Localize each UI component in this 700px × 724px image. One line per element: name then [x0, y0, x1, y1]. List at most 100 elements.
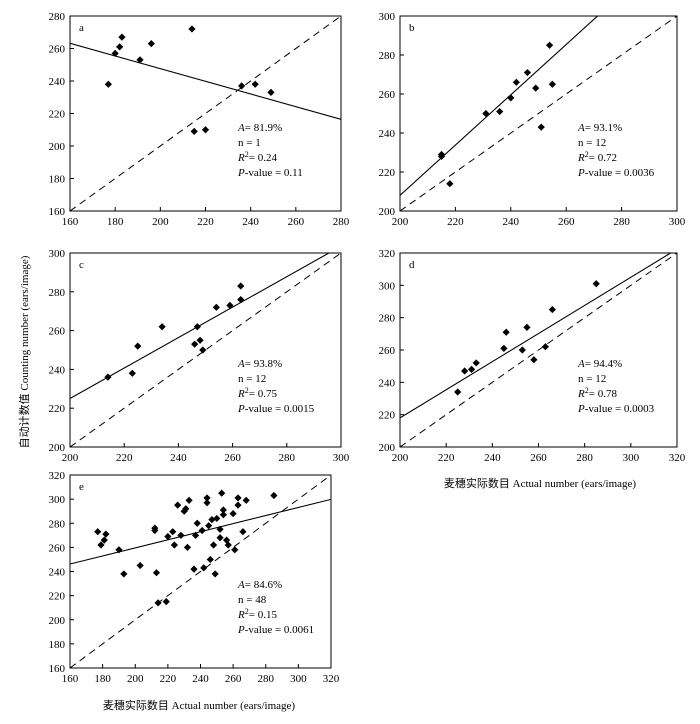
data-point: [162, 598, 170, 606]
stat-pvalue: P-value = 0.11: [237, 167, 303, 179]
data-point: [206, 555, 214, 564]
plot-frame: [399, 15, 678, 212]
x-tick-label: 300: [623, 452, 640, 464]
y-tick-label: 320: [379, 248, 396, 260]
data-point: [437, 152, 446, 160]
stat-n: n = 12: [578, 373, 606, 385]
x-tick-label: 260: [224, 452, 241, 464]
panel-label: d: [409, 259, 415, 271]
stat-accuracy: A= 84.6%: [237, 579, 282, 591]
data-point: [472, 359, 480, 367]
stat-accuracy: A= 93.1%: [577, 122, 622, 134]
data-point: [174, 501, 182, 509]
data-point: [185, 496, 193, 504]
data-point: [192, 531, 200, 539]
x-tick-label: 280: [333, 216, 350, 228]
stat-pvalue: P-value = 0.0036: [577, 167, 655, 179]
y-tick-label: 240: [49, 364, 66, 376]
panel-a: 160 180 200 220 240 260 280 160 180 200 220 240 260 2…: [49, 11, 350, 228]
data-point: [115, 546, 123, 554]
data-point: [226, 301, 234, 309]
fit-line: [70, 253, 331, 399]
data-point: [209, 541, 218, 549]
data-point: [592, 280, 600, 288]
data-point: [205, 522, 213, 530]
stat-r2: R2= 0.75: [237, 386, 277, 400]
data-point: [182, 505, 190, 513]
data-point: [523, 68, 532, 77]
data-point: [231, 546, 239, 554]
data-point: [191, 340, 199, 348]
stat-r2: R2= 0.15: [237, 607, 277, 621]
data-point: [446, 180, 454, 188]
data-point: [111, 49, 119, 57]
panel-label: a: [79, 22, 84, 34]
data-point: [151, 526, 159, 535]
y-tick-label: 280: [379, 313, 396, 325]
data-point: [537, 123, 545, 131]
stat-accuracy: A= 94.4%: [577, 358, 622, 370]
reference-line-1to1: [70, 16, 341, 211]
x-tick-label: 300: [333, 452, 350, 464]
y-tick-label: 160: [49, 206, 66, 218]
data-point: [203, 499, 211, 507]
data-point: [164, 532, 172, 541]
y-tick-label: 300: [49, 494, 66, 506]
data-point: [242, 496, 250, 504]
y-tick-label: 200: [379, 442, 396, 454]
y-tick-label: 280: [49, 287, 66, 299]
y-tick-label: 180: [49, 639, 66, 651]
data-point: [208, 516, 216, 524]
x-tick-label: 160: [62, 216, 79, 228]
x-tick-label: 240: [484, 452, 501, 464]
data-point: [270, 491, 278, 500]
data-point: [238, 82, 246, 90]
x-tick-label: 240: [170, 452, 187, 464]
data-point: [251, 80, 259, 88]
y-tick-label: 280: [49, 11, 66, 23]
data-point: [502, 328, 510, 336]
data-point: [170, 541, 178, 549]
x-tick-label: 280: [279, 452, 296, 464]
y-tick-label: 200: [379, 206, 396, 218]
y-tick-label: 240: [379, 377, 396, 389]
panel-e: 160 180 200 220 240 260 280 300 320 160 180 200 220 2…: [49, 470, 340, 685]
y-tick-label: 200: [49, 615, 66, 627]
data-point: [177, 531, 185, 539]
y-tick-label: 220: [49, 591, 66, 603]
stat-pvalue: P-value = 0.0003: [577, 403, 655, 415]
y-tick-label: 280: [49, 518, 66, 530]
x-tick-label: 240: [503, 216, 520, 228]
y-tick-label: 220: [379, 410, 396, 422]
reference-line-1to1: [70, 253, 341, 447]
y-tick-label: 300: [379, 280, 396, 292]
data-point: [545, 41, 554, 49]
data-point: [199, 346, 207, 354]
reference-line-1to1: [400, 16, 677, 211]
y-tick-label: 240: [49, 567, 66, 579]
fit-line: [400, 16, 599, 196]
stat-r2: R2= 0.72: [577, 150, 617, 164]
x-tick-label: 200: [127, 673, 144, 685]
plot-frame: [69, 252, 342, 448]
data-point: [496, 107, 504, 116]
data-point: [229, 510, 237, 518]
stat-n: n = 12: [238, 373, 266, 385]
data-point: [237, 295, 245, 304]
reference-line-1to1: [70, 475, 331, 668]
y-axis-title: 自动计数值 Counting number (ears/image): [18, 255, 31, 448]
data-point: [152, 569, 161, 577]
y-tick-label: 280: [379, 50, 396, 62]
data-point: [200, 564, 208, 572]
x-tick-label: 260: [530, 452, 547, 464]
panel-d: 200 220 240 260 280 300 320 200 220 240 260 280 300 3…: [379, 248, 686, 464]
data-point: [211, 570, 219, 578]
x-tick-label: 320: [323, 673, 340, 685]
stat-pvalue: P-value = 0.0061: [237, 624, 314, 636]
stat-n: n = 48: [238, 594, 267, 606]
y-tick-label: 260: [49, 44, 66, 56]
data-point: [120, 570, 128, 578]
stat-r2: R2= 0.78: [577, 386, 617, 400]
data-point: [201, 126, 210, 134]
panel-b: 200 220 240 260 280 300 200 220 240 260 280 300 b A= …: [379, 11, 686, 228]
